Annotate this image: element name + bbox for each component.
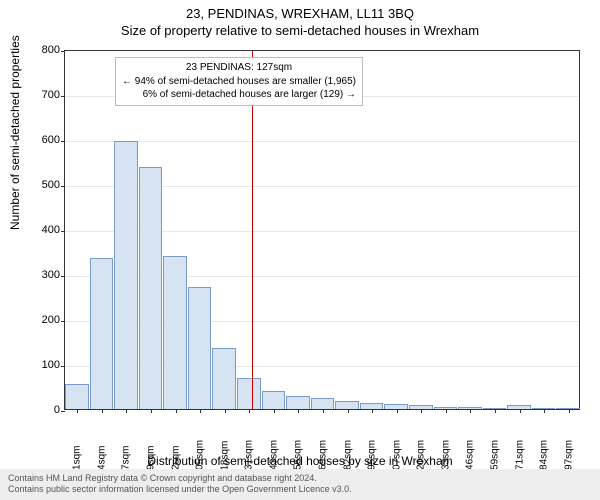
ytick-label: 200 (42, 314, 60, 326)
annotation-line3: 6% of semi-detached houses are larger (1… (122, 88, 356, 102)
ytick-label: 600 (42, 134, 60, 146)
histogram-bar (65, 384, 89, 409)
xtick-mark (323, 409, 324, 413)
xtick-mark (544, 409, 545, 413)
ytick-label: 400 (42, 224, 60, 236)
xtick-mark (520, 409, 521, 413)
ytick-label: 700 (42, 89, 60, 101)
title-sub: Size of property relative to semi-detach… (0, 21, 600, 38)
histogram-bar (188, 287, 212, 409)
histogram-bar (237, 378, 261, 410)
y-axis-label: Number of semi-detached properties (8, 35, 22, 230)
histogram-bar (90, 258, 114, 409)
xtick-mark (225, 409, 226, 413)
ytick-mark (61, 51, 65, 52)
xtick-mark (249, 409, 250, 413)
ytick-mark (61, 276, 65, 277)
footer-attribution: Contains HM Land Registry data © Crown c… (0, 469, 600, 500)
xtick-mark (397, 409, 398, 413)
xtick-mark (421, 409, 422, 413)
xtick-mark (274, 409, 275, 413)
ytick-mark (61, 96, 65, 97)
chart-plot-area: 41sqm54sqm67sqm79sqm92sqm105sqm118sqm131… (64, 50, 580, 410)
ytick-mark (61, 366, 65, 367)
ytick-mark (61, 231, 65, 232)
annotation-line1: 23 PENDINAS: 127sqm (122, 61, 356, 75)
annotation-line2: ← 94% of semi-detached houses are smalle… (122, 75, 356, 89)
ytick-mark (61, 141, 65, 142)
xtick-mark (348, 409, 349, 413)
grid-line (65, 141, 579, 142)
xtick-mark (470, 409, 471, 413)
footer-line2: Contains public sector information licen… (8, 484, 592, 496)
xtick-mark (151, 409, 152, 413)
histogram-bar (262, 391, 286, 409)
x-axis-label: Distribution of semi-detached houses by … (0, 454, 600, 468)
histogram-bar (163, 256, 187, 409)
ytick-mark (61, 186, 65, 187)
histogram-bar (311, 398, 335, 409)
footer-line1: Contains HM Land Registry data © Crown c… (8, 473, 592, 485)
xtick-mark (569, 409, 570, 413)
xtick-mark (298, 409, 299, 413)
ytick-mark (61, 411, 65, 412)
title-main: 23, PENDINAS, WREXHAM, LL11 3BQ (0, 0, 600, 21)
xtick-mark (495, 409, 496, 413)
xtick-mark (77, 409, 78, 413)
xtick-mark (126, 409, 127, 413)
xtick-mark (200, 409, 201, 413)
xtick-mark (446, 409, 447, 413)
ytick-label: 300 (42, 269, 60, 281)
histogram-bar (114, 141, 138, 409)
histogram-bar (139, 167, 163, 409)
ytick-label: 100 (42, 359, 60, 371)
annotation-box: 23 PENDINAS: 127sqm← 94% of semi-detache… (115, 57, 363, 106)
ytick-mark (61, 321, 65, 322)
xtick-mark (102, 409, 103, 413)
ytick-label: 800 (42, 44, 60, 56)
xtick-mark (176, 409, 177, 413)
ytick-label: 0 (54, 404, 60, 416)
histogram-bar (286, 396, 310, 410)
histogram-bar (212, 348, 236, 409)
xtick-mark (372, 409, 373, 413)
ytick-label: 500 (42, 179, 60, 191)
histogram-bar (335, 401, 359, 409)
